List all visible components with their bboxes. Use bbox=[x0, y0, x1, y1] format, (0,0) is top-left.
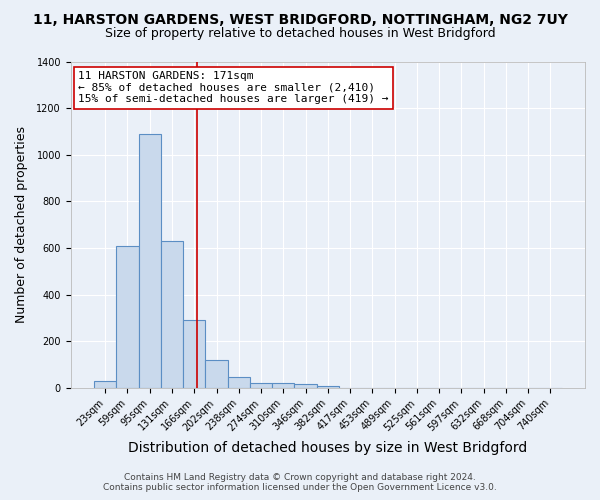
Y-axis label: Number of detached properties: Number of detached properties bbox=[15, 126, 28, 323]
Bar bbox=[205, 360, 227, 388]
Bar bbox=[272, 384, 295, 388]
Text: Contains HM Land Registry data © Crown copyright and database right 2024.
Contai: Contains HM Land Registry data © Crown c… bbox=[103, 473, 497, 492]
X-axis label: Distribution of detached houses by size in West Bridgford: Distribution of detached houses by size … bbox=[128, 441, 527, 455]
Bar bbox=[317, 386, 339, 388]
Bar bbox=[183, 320, 205, 388]
Bar bbox=[161, 241, 183, 388]
Bar bbox=[116, 246, 139, 388]
Bar bbox=[94, 381, 116, 388]
Bar bbox=[139, 134, 161, 388]
Text: Size of property relative to detached houses in West Bridgford: Size of property relative to detached ho… bbox=[104, 28, 496, 40]
Text: 11, HARSTON GARDENS, WEST BRIDGFORD, NOTTINGHAM, NG2 7UY: 11, HARSTON GARDENS, WEST BRIDGFORD, NOT… bbox=[32, 12, 568, 26]
Text: 11 HARSTON GARDENS: 171sqm
← 85% of detached houses are smaller (2,410)
15% of s: 11 HARSTON GARDENS: 171sqm ← 85% of deta… bbox=[79, 72, 389, 104]
Bar bbox=[295, 384, 317, 388]
Bar bbox=[227, 377, 250, 388]
Bar bbox=[250, 383, 272, 388]
